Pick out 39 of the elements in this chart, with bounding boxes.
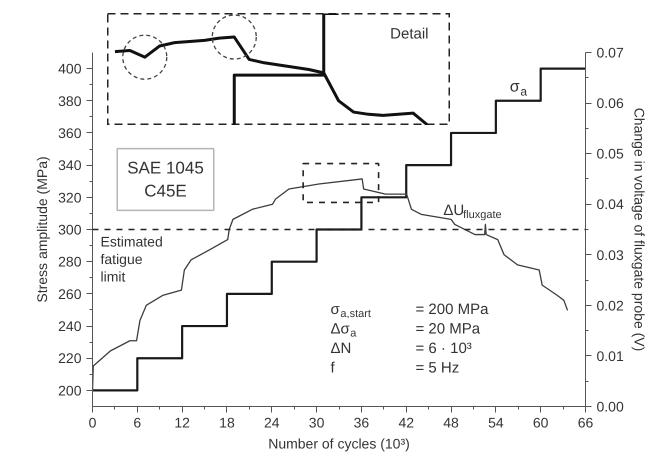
x-tick-label: 30	[308, 414, 325, 430]
y-tick-label: 360	[58, 124, 82, 141]
y-tick-label: 280	[58, 254, 82, 270]
y-tick-label: 220	[58, 350, 82, 366]
y-axis-title: Stress amplitude (MPa)	[34, 156, 50, 303]
y-tick-label: 260	[58, 286, 82, 302]
x-axis-title: Number of cycles (10³)	[268, 436, 410, 452]
y-tick-label: 200	[58, 382, 82, 398]
y2-tick-label: 0.04	[596, 196, 624, 212]
y-tick-label: 240	[58, 318, 82, 334]
x-tick-label: 60	[532, 414, 549, 430]
x-tick-label: 66	[578, 414, 594, 430]
y-tick-label: 300	[58, 222, 82, 238]
annotation: SAE 1045 C45E	[127, 158, 204, 200]
x-tick-label: 36	[354, 414, 370, 430]
y-tick-label: 400	[58, 60, 82, 77]
y2-axis-title: Change in voltage of fluxgate probe (V)	[632, 108, 648, 352]
text: ΔN = 6 · 10³	[330, 340, 472, 357]
y2-tick-label: 0.00	[596, 398, 624, 414]
y2-tick-label: 0.01	[596, 348, 624, 364]
text: f = 5 Hz	[330, 360, 460, 376]
y-tick-label: 380	[58, 92, 82, 109]
y2-tick-label: 0.05	[596, 146, 624, 162]
x-tick-label: 0	[88, 414, 97, 430]
x-tick-label: 12	[174, 414, 190, 430]
x-tick-label: 24	[264, 414, 280, 430]
y2-tick-label: 0.07	[596, 44, 624, 60]
text: Detail	[390, 26, 429, 42]
y2-tick-label: 0.02	[596, 297, 624, 314]
x-tick-label: 48	[443, 414, 460, 430]
x-tick-label: 18	[219, 414, 235, 430]
y-tick-label: 340	[58, 157, 82, 174]
x-tick-label: 6	[133, 414, 142, 430]
x-tick-label: 54	[488, 414, 504, 430]
x-tick-label: 42	[398, 414, 414, 430]
y2-tick-label: 0.06	[596, 95, 624, 112]
y2-tick-label: 0.03	[596, 246, 624, 263]
y-tick-label: 320	[58, 189, 82, 206]
ref-line-label: Estimated fatigue limit	[100, 234, 163, 285]
